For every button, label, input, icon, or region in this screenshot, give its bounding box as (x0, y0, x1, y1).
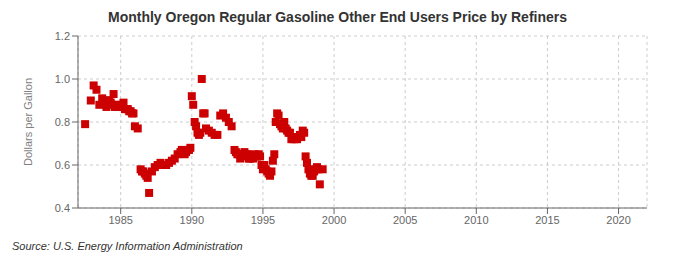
svg-text:1995: 1995 (251, 214, 275, 226)
svg-text:2000: 2000 (322, 214, 346, 226)
svg-text:1.0: 1.0 (55, 73, 70, 85)
svg-text:2010: 2010 (464, 214, 488, 226)
svg-text:1985: 1985 (108, 214, 132, 226)
svg-text:0.8: 0.8 (55, 116, 70, 128)
svg-text:2015: 2015 (535, 214, 559, 226)
svg-text:2020: 2020 (606, 214, 630, 226)
svg-text:1990: 1990 (180, 214, 204, 226)
svg-text:0.4: 0.4 (55, 202, 70, 214)
html-text:Source: U.S. Energy Informatio: Source: U.S. Energy Information Administ… (12, 240, 243, 252)
svg-text:Dollars per Gallon: Dollars per Gallon (22, 78, 34, 166)
svg-text:1.2: 1.2 (55, 30, 70, 42)
html-text:Monthly Oregon Regular Gasolin: Monthly Oregon Regular Gasoline Other En… (108, 9, 567, 25)
svg-text:0.6: 0.6 (55, 159, 70, 171)
svg-text:2005: 2005 (393, 214, 417, 226)
